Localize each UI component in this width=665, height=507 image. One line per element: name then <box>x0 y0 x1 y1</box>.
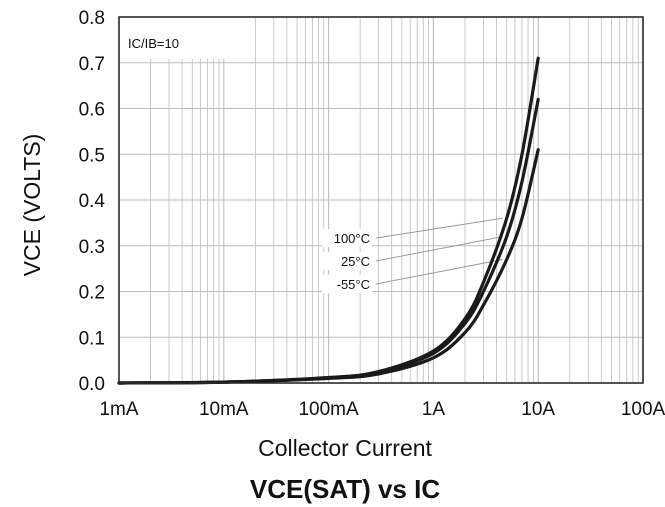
y-tick-label: 0.8 <box>79 8 105 29</box>
y-axis-label: VCE (VOLTS) <box>19 134 45 277</box>
x-tick-label: 10mA <box>199 399 249 420</box>
grid-lines <box>118 16 643 384</box>
y-tick-labels: 0.0 0.1 0.2 0.3 0.4 0.5 0.6 0.7 0.8 <box>79 8 106 395</box>
x-axis-label: Collector Current <box>258 435 432 461</box>
series-leader-line <box>375 258 503 285</box>
y-tick-label: 0.7 <box>79 54 105 75</box>
y-tick-label: 0.3 <box>79 237 105 258</box>
series-label: 100°C <box>334 231 370 246</box>
series-leader-line <box>375 217 503 239</box>
x-tick-label: 10A <box>521 399 555 420</box>
x-tick-label: 1mA <box>99 399 138 420</box>
y-tick-label: 0.6 <box>79 100 105 121</box>
series-label-bg <box>322 252 372 270</box>
condition-label-box <box>119 17 247 59</box>
series-line <box>117 148 540 385</box>
series-label: 25°C <box>341 254 370 269</box>
series-leader-lines <box>375 217 503 285</box>
x-tick-label: 1A <box>422 399 446 420</box>
y-tick-label: 0.2 <box>79 283 105 304</box>
x-tick-labels: 1mA 10mA 100mA 1A 10A 100A <box>99 399 665 420</box>
series-label-bg <box>322 275 372 293</box>
y-tick-label: 0.4 <box>79 191 106 212</box>
series-label-bg <box>322 229 372 247</box>
chart-title: VCE(SAT) vs IC <box>250 474 440 504</box>
x-tick-label: 100mA <box>298 399 359 420</box>
y-tick-label: 0.5 <box>79 145 105 166</box>
y-tick-label: 0.1 <box>79 328 105 349</box>
x-tick-label: 100A <box>621 399 665 420</box>
series-label: -55°C <box>337 277 370 292</box>
series-group <box>117 56 540 385</box>
condition-label: IC/IB=10 <box>128 36 179 51</box>
series-labels: 100°C 25°C -55°C <box>322 229 372 293</box>
plot-frame <box>118 16 644 384</box>
series-leader-line <box>375 236 503 262</box>
y-tick-label: 0.0 <box>79 374 105 395</box>
